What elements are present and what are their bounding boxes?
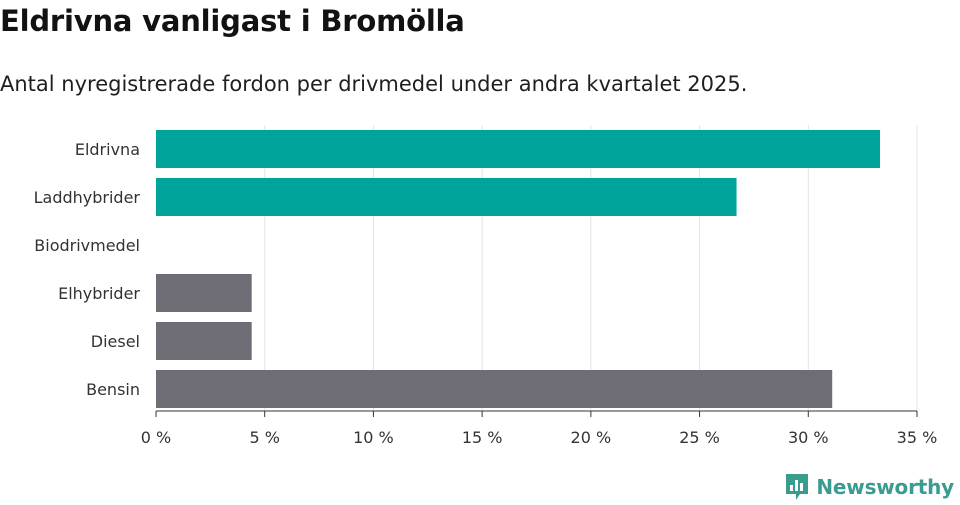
bar-bensin [156, 370, 833, 408]
x-tick-label: 5 % [249, 428, 279, 447]
brand-logo: Newsworthy [784, 472, 954, 502]
bar-elhybrider [156, 274, 252, 312]
category-label: Diesel [91, 332, 140, 351]
x-tick-label: 10 % [353, 428, 394, 447]
newsworthy-logo-icon [786, 474, 809, 500]
x-tick-label: 20 % [571, 428, 612, 447]
brand-name: Newsworthy [816, 475, 954, 499]
bar-eldrivna [156, 130, 881, 168]
x-axis: 0 % 5 % 10 % 15 % 20 % 25 % 30 % 35 % [141, 410, 938, 447]
bars [156, 130, 881, 408]
category-label: Elhybrider [58, 284, 140, 303]
bar-chart: Eldrivna Laddhybrider Biodrivmedel Elhybrid… [34, 125, 938, 447]
x-tick-label: 15 % [462, 428, 503, 447]
category-labels: Eldrivna Laddhybrider Biodrivmedel Elhybrid… [34, 140, 141, 399]
category-label: Eldrivna [75, 140, 140, 159]
x-tick-label: 35 % [897, 428, 938, 447]
category-label: Biodrivmedel [34, 236, 140, 255]
chart-subtitle: Antal nyregistrerade fordon per drivmede… [0, 72, 748, 96]
bar-diesel [156, 322, 252, 360]
x-tick-label: 30 % [788, 428, 829, 447]
grid-lines [264, 125, 918, 411]
category-label: Laddhybrider [34, 188, 141, 207]
x-tick-label: 0 % [141, 428, 171, 447]
bar-laddhybrider [156, 178, 737, 216]
chart-title: Eldrivna vanligast i Bromölla [0, 4, 465, 38]
x-tick-label: 25 % [679, 428, 720, 447]
category-label: Bensin [86, 380, 140, 399]
